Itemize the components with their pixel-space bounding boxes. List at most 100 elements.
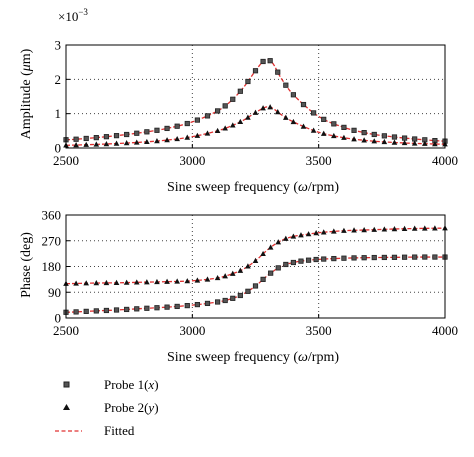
data-point-square [73, 309, 79, 315]
data-point-triangle [103, 279, 110, 286]
data-point-triangle [371, 138, 378, 144]
amplitude-y-axis-label: Amplitude (μm) [19, 48, 34, 139]
data-point-square [164, 125, 170, 132]
data-point-square [283, 82, 289, 88]
data-point-triangle [381, 226, 388, 232]
data-point-triangle [214, 274, 221, 281]
data-point-triangle [260, 250, 266, 257]
data-point-square [391, 254, 398, 260]
data-point-triangle [103, 140, 110, 147]
data-point-square [103, 134, 110, 140]
data-point-triangle [154, 278, 160, 285]
data-point-square [252, 283, 259, 289]
data-point-triangle [300, 123, 307, 129]
data-point-triangle [298, 232, 304, 238]
y-tick-label: 3 [55, 38, 62, 53]
legend-label-fitted: Fitted [104, 423, 135, 438]
data-point-triangle [83, 280, 90, 286]
data-point-triangle [204, 130, 211, 136]
data-point-triangle [401, 139, 408, 146]
data-point-square [275, 69, 281, 75]
data-point-triangle [310, 127, 317, 133]
data-point-square [204, 113, 211, 119]
legend-probe2-suffix: ) [154, 400, 158, 415]
data-point-triangle [267, 104, 273, 110]
amplitude-panel: ×10−3 Amplitude (μm) Sine sweep frequenc… [19, 7, 458, 195]
data-point-triangle [320, 229, 327, 235]
data-point-triangle [274, 109, 281, 115]
x-tick-label: 3000 [179, 323, 205, 338]
x-tick-label: 3500 [306, 153, 332, 168]
phase-panel: Phase (deg) Sine sweep frequency (ω/rpm)… [19, 208, 458, 366]
data-point-square [174, 303, 180, 310]
data-point-triangle [361, 137, 367, 143]
data-point-triangle [222, 125, 228, 131]
y-tick-label: 180 [42, 259, 62, 274]
fitted-curve [65, 227, 446, 285]
data-point-square [73, 136, 79, 142]
x-tick-label: 4000 [432, 323, 458, 338]
data-point-triangle [411, 225, 418, 231]
data-point-square [103, 307, 110, 314]
data-point-square [113, 307, 120, 313]
plot-frame [65, 44, 446, 149]
data-point-square [93, 135, 99, 141]
legend-item-probe2: Probe 2(y) [63, 400, 159, 415]
data-point-square [245, 288, 251, 294]
data-point-triangle [154, 138, 160, 144]
data-point-square [154, 305, 160, 311]
fitted-curve [65, 106, 446, 146]
data-point-square [260, 276, 266, 282]
data-point-square [230, 96, 236, 102]
data-point-square [144, 129, 150, 135]
data-point-triangle [320, 130, 327, 136]
data-point-triangle [237, 267, 244, 273]
data-point-square [401, 254, 408, 260]
data-point-square [214, 299, 221, 305]
legend-probe2-var: y [146, 400, 154, 415]
data-point-square [124, 306, 130, 313]
data-point-square [194, 301, 200, 308]
data-point-triangle [133, 279, 140, 285]
legend-probe1-prefix: Probe 1( [104, 377, 148, 392]
data-point-square [331, 255, 337, 262]
data-point-triangle [351, 227, 357, 233]
data-point-triangle [144, 138, 150, 145]
data-point-triangle [391, 226, 398, 232]
data-point-triangle [214, 127, 221, 134]
data-point-square [245, 78, 251, 85]
y-multiplier-label: ×10−3 [58, 7, 88, 24]
data-point-square [144, 305, 150, 311]
data-point-triangle [113, 140, 120, 146]
legend-probe1-suffix: ) [154, 377, 158, 392]
data-point-triangle [283, 235, 289, 241]
data-point-triangle [93, 141, 100, 147]
data-point-square [124, 131, 130, 138]
legend-probe2-prefix: Probe 2( [104, 400, 148, 415]
data-point-square [184, 120, 190, 127]
phase-y-axis-label: Phase (deg) [19, 232, 34, 298]
data-point-triangle [290, 233, 297, 239]
data-point-triangle [144, 279, 150, 285]
data-point-square [305, 257, 312, 263]
amplitude-x-label-prefix: Sine sweep frequency ( [167, 180, 298, 195]
phase-x-axis-label: Sine sweep frequency (ω/rpm) [167, 350, 339, 365]
data-point-triangle [283, 114, 289, 120]
data-point-triangle [331, 228, 337, 234]
x-tick-label: 3500 [306, 323, 332, 338]
data-point-square [381, 133, 387, 139]
data-point-square [164, 304, 170, 310]
data-point-square [83, 308, 89, 314]
amplitude-x-axis-label: Sine sweep frequency (ω/rpm) [167, 180, 339, 195]
data-point-triangle [184, 134, 191, 140]
data-point-square [222, 297, 228, 304]
data-point-triangle [174, 278, 180, 284]
x-tick-label: 3000 [179, 153, 205, 168]
data-point-square [283, 261, 289, 268]
legend-square-marker [63, 381, 70, 388]
data-point-square [275, 265, 281, 271]
data-point-square [432, 254, 438, 260]
data-point-square [214, 108, 221, 114]
data-point-square [341, 124, 347, 130]
